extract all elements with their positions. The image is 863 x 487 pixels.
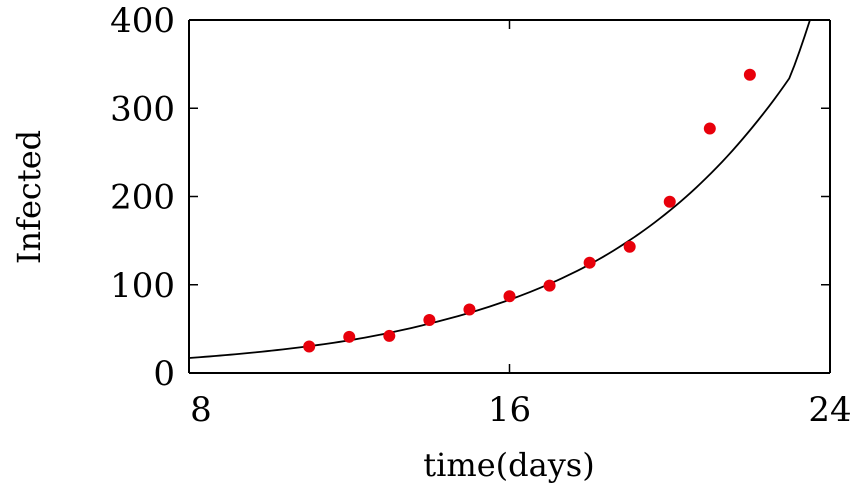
- y-tick-label: 300: [110, 89, 175, 129]
- x-axis-ticks: 8 16 24: [188, 20, 852, 430]
- data-point: [423, 314, 436, 327]
- data-point: [503, 290, 516, 303]
- data-point: [703, 122, 716, 135]
- data-point: [543, 279, 556, 292]
- data-point: [583, 256, 596, 269]
- x-tick-label: 8: [190, 390, 212, 430]
- plot-area: [188, 19, 811, 359]
- data-point: [383, 329, 396, 342]
- data-point: [743, 68, 756, 81]
- data-point: [663, 195, 676, 208]
- data-point: [623, 240, 636, 253]
- data-points: [303, 68, 756, 353]
- x-tick-label: 16: [488, 390, 531, 430]
- x-tick-label: 24: [808, 390, 851, 430]
- y-tick-label: 400: [110, 1, 175, 41]
- data-point: [303, 340, 316, 353]
- y-axis-title: Infected: [10, 130, 48, 264]
- fit-curve-line: [188, 19, 811, 359]
- y-tick-label: 100: [110, 266, 175, 306]
- y-tick-label: 0: [153, 354, 175, 394]
- data-point: [463, 303, 476, 316]
- data-point: [343, 330, 356, 343]
- x-axis-title: time(days): [423, 446, 594, 484]
- y-tick-label: 200: [110, 178, 175, 218]
- y-axis-ticks: 0 100 200 300 400: [110, 1, 830, 394]
